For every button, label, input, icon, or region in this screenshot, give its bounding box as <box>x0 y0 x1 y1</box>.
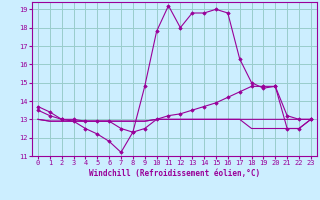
X-axis label: Windchill (Refroidissement éolien,°C): Windchill (Refroidissement éolien,°C) <box>89 169 260 178</box>
